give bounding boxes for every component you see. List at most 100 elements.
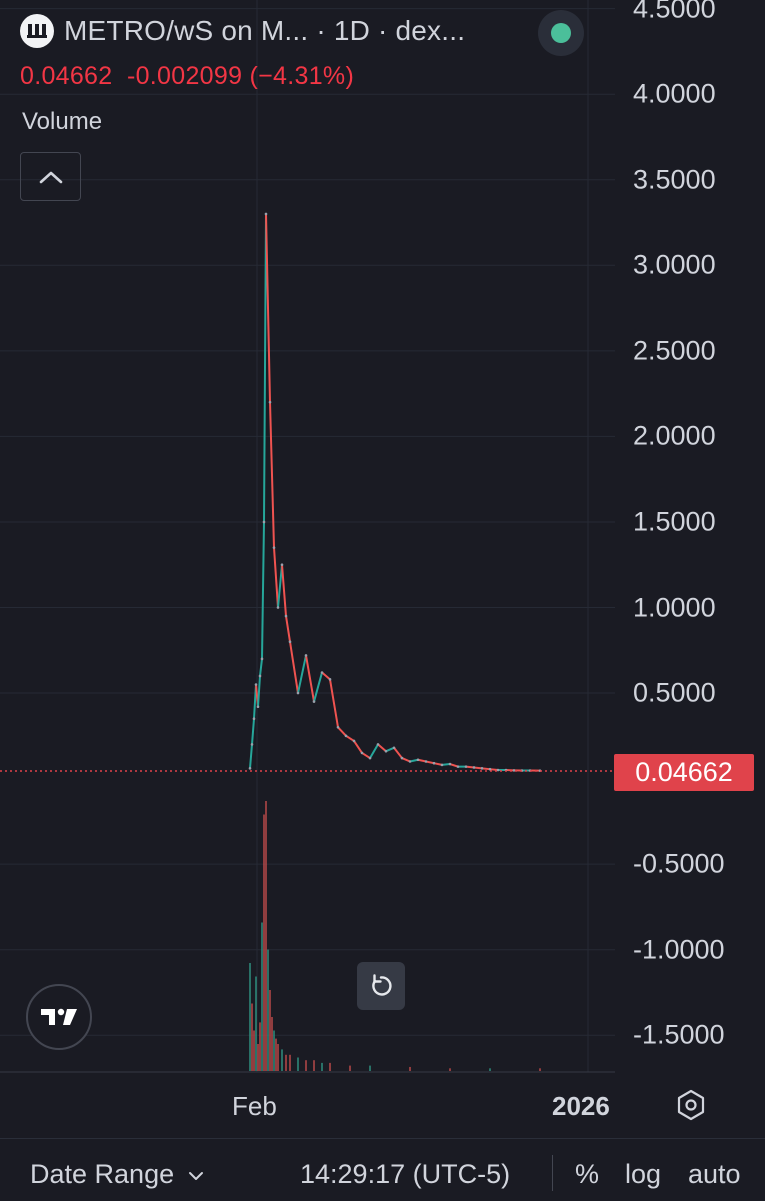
price-segment xyxy=(354,741,362,753)
market-status-indicator[interactable] xyxy=(538,10,584,56)
price-point xyxy=(433,762,436,765)
price-segment xyxy=(262,522,264,659)
auto-scale-toggle[interactable]: auto xyxy=(688,1159,741,1190)
timezone-clock[interactable]: 14:29:17 (UTC-5) xyxy=(300,1159,510,1190)
price-segment xyxy=(270,402,274,547)
volume-bar xyxy=(285,1055,287,1071)
price-point xyxy=(273,546,276,549)
price-segment xyxy=(314,673,322,702)
percent-scale-toggle[interactable]: % xyxy=(575,1159,599,1190)
collapse-indicators-button[interactable] xyxy=(20,152,81,201)
price-point xyxy=(497,769,500,772)
volume-bar xyxy=(259,1022,261,1071)
price-point xyxy=(253,717,256,720)
price-segment xyxy=(330,679,338,727)
price-segment xyxy=(274,548,278,608)
price-axis-tick: 3.5000 xyxy=(633,164,716,195)
volume-bar xyxy=(251,1004,253,1072)
price-point xyxy=(257,705,260,708)
price-point xyxy=(489,768,492,771)
price-axis-tick: -1.0000 xyxy=(633,934,725,965)
price-point xyxy=(321,671,324,674)
log-scale-toggle[interactable]: log xyxy=(625,1159,661,1190)
price-point xyxy=(417,758,420,761)
price-point xyxy=(269,401,272,404)
price-point xyxy=(481,767,484,770)
price-point xyxy=(441,764,444,767)
price-point xyxy=(385,750,388,753)
volume-bar xyxy=(305,1060,307,1071)
price-segment xyxy=(386,748,394,751)
price-axis-tick: 4.5000 xyxy=(633,0,716,24)
price-axis-tick: 3.0000 xyxy=(633,250,716,281)
price-point xyxy=(281,563,284,566)
reset-chart-button[interactable] xyxy=(357,962,405,1010)
price-point xyxy=(259,675,262,678)
volume-bar xyxy=(265,801,267,1071)
price-segment xyxy=(322,673,330,680)
price-segment xyxy=(378,744,386,751)
volume-indicator-label[interactable]: Volume xyxy=(22,108,102,136)
volume-bar xyxy=(269,990,271,1071)
volume-bar xyxy=(261,923,263,1072)
date-range-button[interactable]: Date Range xyxy=(30,1159,204,1190)
volume-bar xyxy=(257,1044,259,1071)
volume-bar xyxy=(271,1017,273,1071)
volume-bar xyxy=(255,977,257,1072)
price-point xyxy=(345,735,348,738)
price-point xyxy=(457,765,460,768)
price-segment xyxy=(402,758,410,761)
price-segment xyxy=(258,676,260,707)
price-point xyxy=(255,683,258,686)
tradingview-logo[interactable] xyxy=(26,984,92,1050)
symbol-title[interactable]: METRO/wS on M... · 1D · dex... xyxy=(64,15,465,47)
volume-bar xyxy=(277,1044,279,1071)
price-point xyxy=(361,752,364,755)
price-point xyxy=(251,743,254,746)
volume-bar xyxy=(289,1055,291,1071)
price-segment xyxy=(260,659,262,676)
price-point xyxy=(337,726,340,729)
reset-icon xyxy=(367,972,395,1000)
price-summary: 0.04662 -0.002099 (−4.31%) xyxy=(20,62,354,91)
price-point xyxy=(425,760,428,763)
price-axis-tick: 1.0000 xyxy=(633,592,716,623)
toolbar-divider xyxy=(552,1155,553,1191)
chevron-up-icon xyxy=(38,169,64,185)
price-segment xyxy=(346,736,354,741)
volume-bar xyxy=(297,1058,299,1072)
bottom-toolbar: Date Range 14:29:17 (UTC-5) % log auto xyxy=(0,1138,765,1201)
price-segment xyxy=(264,214,266,522)
volume-bar xyxy=(349,1066,351,1071)
price-point xyxy=(473,766,476,769)
price-point xyxy=(249,767,252,770)
volume-bar xyxy=(489,1068,491,1071)
settings-hexagon-icon xyxy=(674,1088,708,1122)
volume-bar xyxy=(267,950,269,1072)
price-segment xyxy=(394,748,402,758)
volume-bar xyxy=(263,815,265,1072)
chart-settings-button[interactable] xyxy=(674,1088,708,1122)
price-axis-tick: 2.5000 xyxy=(633,335,716,366)
price-segment xyxy=(282,565,286,616)
volume-bar xyxy=(449,1068,451,1071)
price-segment xyxy=(252,719,254,745)
price-segment xyxy=(370,744,378,758)
price-segment xyxy=(298,655,306,693)
time-axis-label-feb: Feb xyxy=(232,1091,277,1122)
price-point xyxy=(449,763,452,766)
volume-bar xyxy=(313,1060,315,1071)
volume-bar xyxy=(281,1049,283,1071)
price-axis-tick: -0.5000 xyxy=(633,849,725,880)
price-point xyxy=(401,757,404,760)
last-price: 0.04662 xyxy=(20,62,112,90)
price-segment xyxy=(286,616,290,642)
price-change-percent: (−4.31%) xyxy=(250,62,355,90)
price-segment xyxy=(338,727,346,736)
price-change: -0.002099 xyxy=(127,62,242,90)
volume-bar xyxy=(275,1039,277,1071)
volume-bar xyxy=(253,1031,255,1072)
last-price-label: 0.04662 xyxy=(614,754,754,791)
volume-bar xyxy=(409,1067,411,1071)
chart-header: METRO/wS on M... · 1D · dex... xyxy=(20,14,465,48)
